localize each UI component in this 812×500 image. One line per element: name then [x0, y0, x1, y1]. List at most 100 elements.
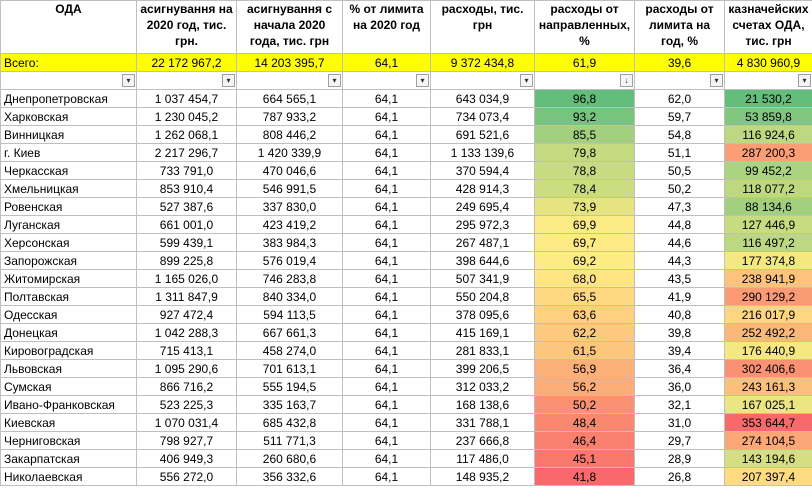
expenses-of-limit-cell[interactable]: 36,0 — [634, 377, 725, 396]
expenses-of-sent-cell[interactable]: 61,5 — [534, 341, 635, 360]
expenses-of-sent-cell[interactable]: 69,9 — [534, 215, 635, 234]
total-cell[interactable]: 9 372 434,8 — [430, 53, 535, 72]
expenses-of-limit-cell[interactable]: 31,0 — [634, 413, 725, 432]
allocation-year-cell[interactable]: 853 910,4 — [136, 179, 237, 198]
limit-percent-cell[interactable]: 64,1 — [342, 323, 431, 342]
expenses-cell[interactable]: 378 095,6 — [430, 305, 535, 324]
expenses-cell[interactable]: 168 138,6 — [430, 395, 535, 414]
allocation-year-cell[interactable]: 715 413,1 — [136, 341, 237, 360]
allocation-year-cell[interactable]: 1 230 045,2 — [136, 107, 237, 126]
region-name-cell[interactable]: Одесская — [0, 305, 137, 324]
treasury-accounts-cell[interactable]: 53 859,8 — [724, 107, 812, 126]
expenses-of-sent-cell[interactable]: 79,8 — [534, 143, 635, 162]
expenses-of-limit-cell[interactable]: 32,1 — [634, 395, 725, 414]
expenses-cell[interactable]: 281 833,1 — [430, 341, 535, 360]
region-name-cell[interactable]: Херсонская — [0, 233, 137, 252]
limit-percent-cell[interactable]: 64,1 — [342, 179, 431, 198]
allocation-year-cell[interactable]: 1 095 290,6 — [136, 359, 237, 378]
total-label[interactable]: Всего: — [0, 53, 137, 72]
expenses-of-limit-cell[interactable]: 39,8 — [634, 323, 725, 342]
limit-percent-cell[interactable]: 64,1 — [342, 107, 431, 126]
region-name-cell[interactable]: Луганская — [0, 215, 137, 234]
expenses-of-sent-cell[interactable]: 63,6 — [534, 305, 635, 324]
header-limit-percent[interactable]: % от лимита на 2020 год — [342, 0, 431, 54]
allocation-ytd-cell[interactable]: 260 680,6 — [236, 449, 343, 468]
allocation-ytd-cell[interactable]: 685 432,8 — [236, 413, 343, 432]
expenses-of-limit-cell[interactable]: 40,8 — [634, 305, 725, 324]
expenses-of-sent-cell[interactable]: 85,5 — [534, 125, 635, 144]
expenses-of-sent-cell[interactable]: 78,8 — [534, 161, 635, 180]
header-oda[interactable]: ОДА — [0, 0, 137, 54]
filter-sort-icon[interactable]: ↓ — [620, 74, 633, 87]
expenses-of-limit-cell[interactable]: 36,4 — [634, 359, 725, 378]
filter-dropdown-icon[interactable]: ▾ — [520, 74, 533, 87]
expenses-of-limit-cell[interactable]: 51,1 — [634, 143, 725, 162]
region-name-cell[interactable]: Ивано-Франковская — [0, 395, 137, 414]
limit-percent-cell[interactable]: 64,1 — [342, 125, 431, 144]
allocation-year-cell[interactable]: 866 716,2 — [136, 377, 237, 396]
expenses-of-limit-cell[interactable]: 62,0 — [634, 89, 725, 108]
expenses-cell[interactable]: 249 695,4 — [430, 197, 535, 216]
expenses-cell[interactable]: 295 972,3 — [430, 215, 535, 234]
allocation-ytd-cell[interactable]: 576 019,4 — [236, 251, 343, 270]
expenses-cell[interactable]: 415 169,1 — [430, 323, 535, 342]
treasury-accounts-cell[interactable]: 216 017,9 — [724, 305, 812, 324]
region-name-cell[interactable]: Кировоградская — [0, 341, 137, 360]
expenses-of-sent-cell[interactable]: 41,8 — [534, 467, 635, 486]
treasury-accounts-cell[interactable]: 287 200,3 — [724, 143, 812, 162]
allocation-year-cell[interactable]: 527 387,6 — [136, 197, 237, 216]
expenses-cell[interactable]: 643 034,9 — [430, 89, 535, 108]
filter-dropdown-icon[interactable]: ▾ — [328, 74, 341, 87]
expenses-of-sent-cell[interactable]: 62,2 — [534, 323, 635, 342]
treasury-accounts-cell[interactable]: 127 446,9 — [724, 215, 812, 234]
expenses-cell[interactable]: 399 206,5 — [430, 359, 535, 378]
region-name-cell[interactable]: Закарпатская — [0, 449, 137, 468]
expenses-of-limit-cell[interactable]: 54,8 — [634, 125, 725, 144]
allocation-year-cell[interactable]: 523 225,3 — [136, 395, 237, 414]
total-cell[interactable]: 39,6 — [634, 53, 725, 72]
expenses-of-sent-cell[interactable]: 65,5 — [534, 287, 635, 306]
expenses-of-limit-cell[interactable]: 44,3 — [634, 251, 725, 270]
treasury-accounts-cell[interactable]: 176 440,9 — [724, 341, 812, 360]
allocation-ytd-cell[interactable]: 470 046,6 — [236, 161, 343, 180]
region-name-cell[interactable]: Ровенская — [0, 197, 137, 216]
expenses-cell[interactable]: 370 594,4 — [430, 161, 535, 180]
region-name-cell[interactable]: Харковская — [0, 107, 137, 126]
allocation-ytd-cell[interactable]: 594 113,5 — [236, 305, 343, 324]
expenses-of-limit-cell[interactable]: 47,3 — [634, 197, 725, 216]
region-name-cell[interactable]: Винницкая — [0, 125, 137, 144]
allocation-year-cell[interactable]: 599 439,1 — [136, 233, 237, 252]
filter-dropdown-icon[interactable]: ▾ — [710, 74, 723, 87]
limit-percent-cell[interactable]: 64,1 — [342, 413, 431, 432]
expenses-of-sent-cell[interactable]: 78,4 — [534, 179, 635, 198]
expenses-of-sent-cell[interactable]: 46,4 — [534, 431, 635, 450]
allocation-ytd-cell[interactable]: 746 283,8 — [236, 269, 343, 288]
expenses-of-limit-cell[interactable]: 39,4 — [634, 341, 725, 360]
allocation-ytd-cell[interactable]: 337 830,0 — [236, 197, 343, 216]
expenses-cell[interactable]: 312 033,2 — [430, 377, 535, 396]
region-name-cell[interactable]: Донецкая — [0, 323, 137, 342]
expenses-of-sent-cell[interactable]: 93,2 — [534, 107, 635, 126]
expenses-of-limit-cell[interactable]: 28,9 — [634, 449, 725, 468]
treasury-accounts-cell[interactable]: 99 452,2 — [724, 161, 812, 180]
allocation-year-cell[interactable]: 406 949,3 — [136, 449, 237, 468]
region-name-cell[interactable]: Сумская — [0, 377, 137, 396]
treasury-accounts-cell[interactable]: 302 406,6 — [724, 359, 812, 378]
allocation-year-cell[interactable]: 556 272,0 — [136, 467, 237, 486]
limit-percent-cell[interactable]: 64,1 — [342, 161, 431, 180]
allocation-ytd-cell[interactable]: 546 991,5 — [236, 179, 343, 198]
filter-dropdown-icon[interactable]: ▾ — [122, 74, 135, 87]
expenses-of-limit-cell[interactable]: 50,5 — [634, 161, 725, 180]
expenses-of-limit-cell[interactable]: 29,7 — [634, 431, 725, 450]
limit-percent-cell[interactable]: 64,1 — [342, 215, 431, 234]
limit-percent-cell[interactable]: 64,1 — [342, 467, 431, 486]
allocation-year-cell[interactable]: 1 262 068,1 — [136, 125, 237, 144]
expenses-cell[interactable]: 507 341,9 — [430, 269, 535, 288]
allocation-ytd-cell[interactable]: 356 332,6 — [236, 467, 343, 486]
expenses-cell[interactable]: 267 487,1 — [430, 233, 535, 252]
limit-percent-cell[interactable]: 64,1 — [342, 143, 431, 162]
allocation-ytd-cell[interactable]: 701 613,1 — [236, 359, 343, 378]
total-cell[interactable]: 61,9 — [534, 53, 635, 72]
allocation-year-cell[interactable]: 733 791,0 — [136, 161, 237, 180]
treasury-accounts-cell[interactable]: 143 194,6 — [724, 449, 812, 468]
